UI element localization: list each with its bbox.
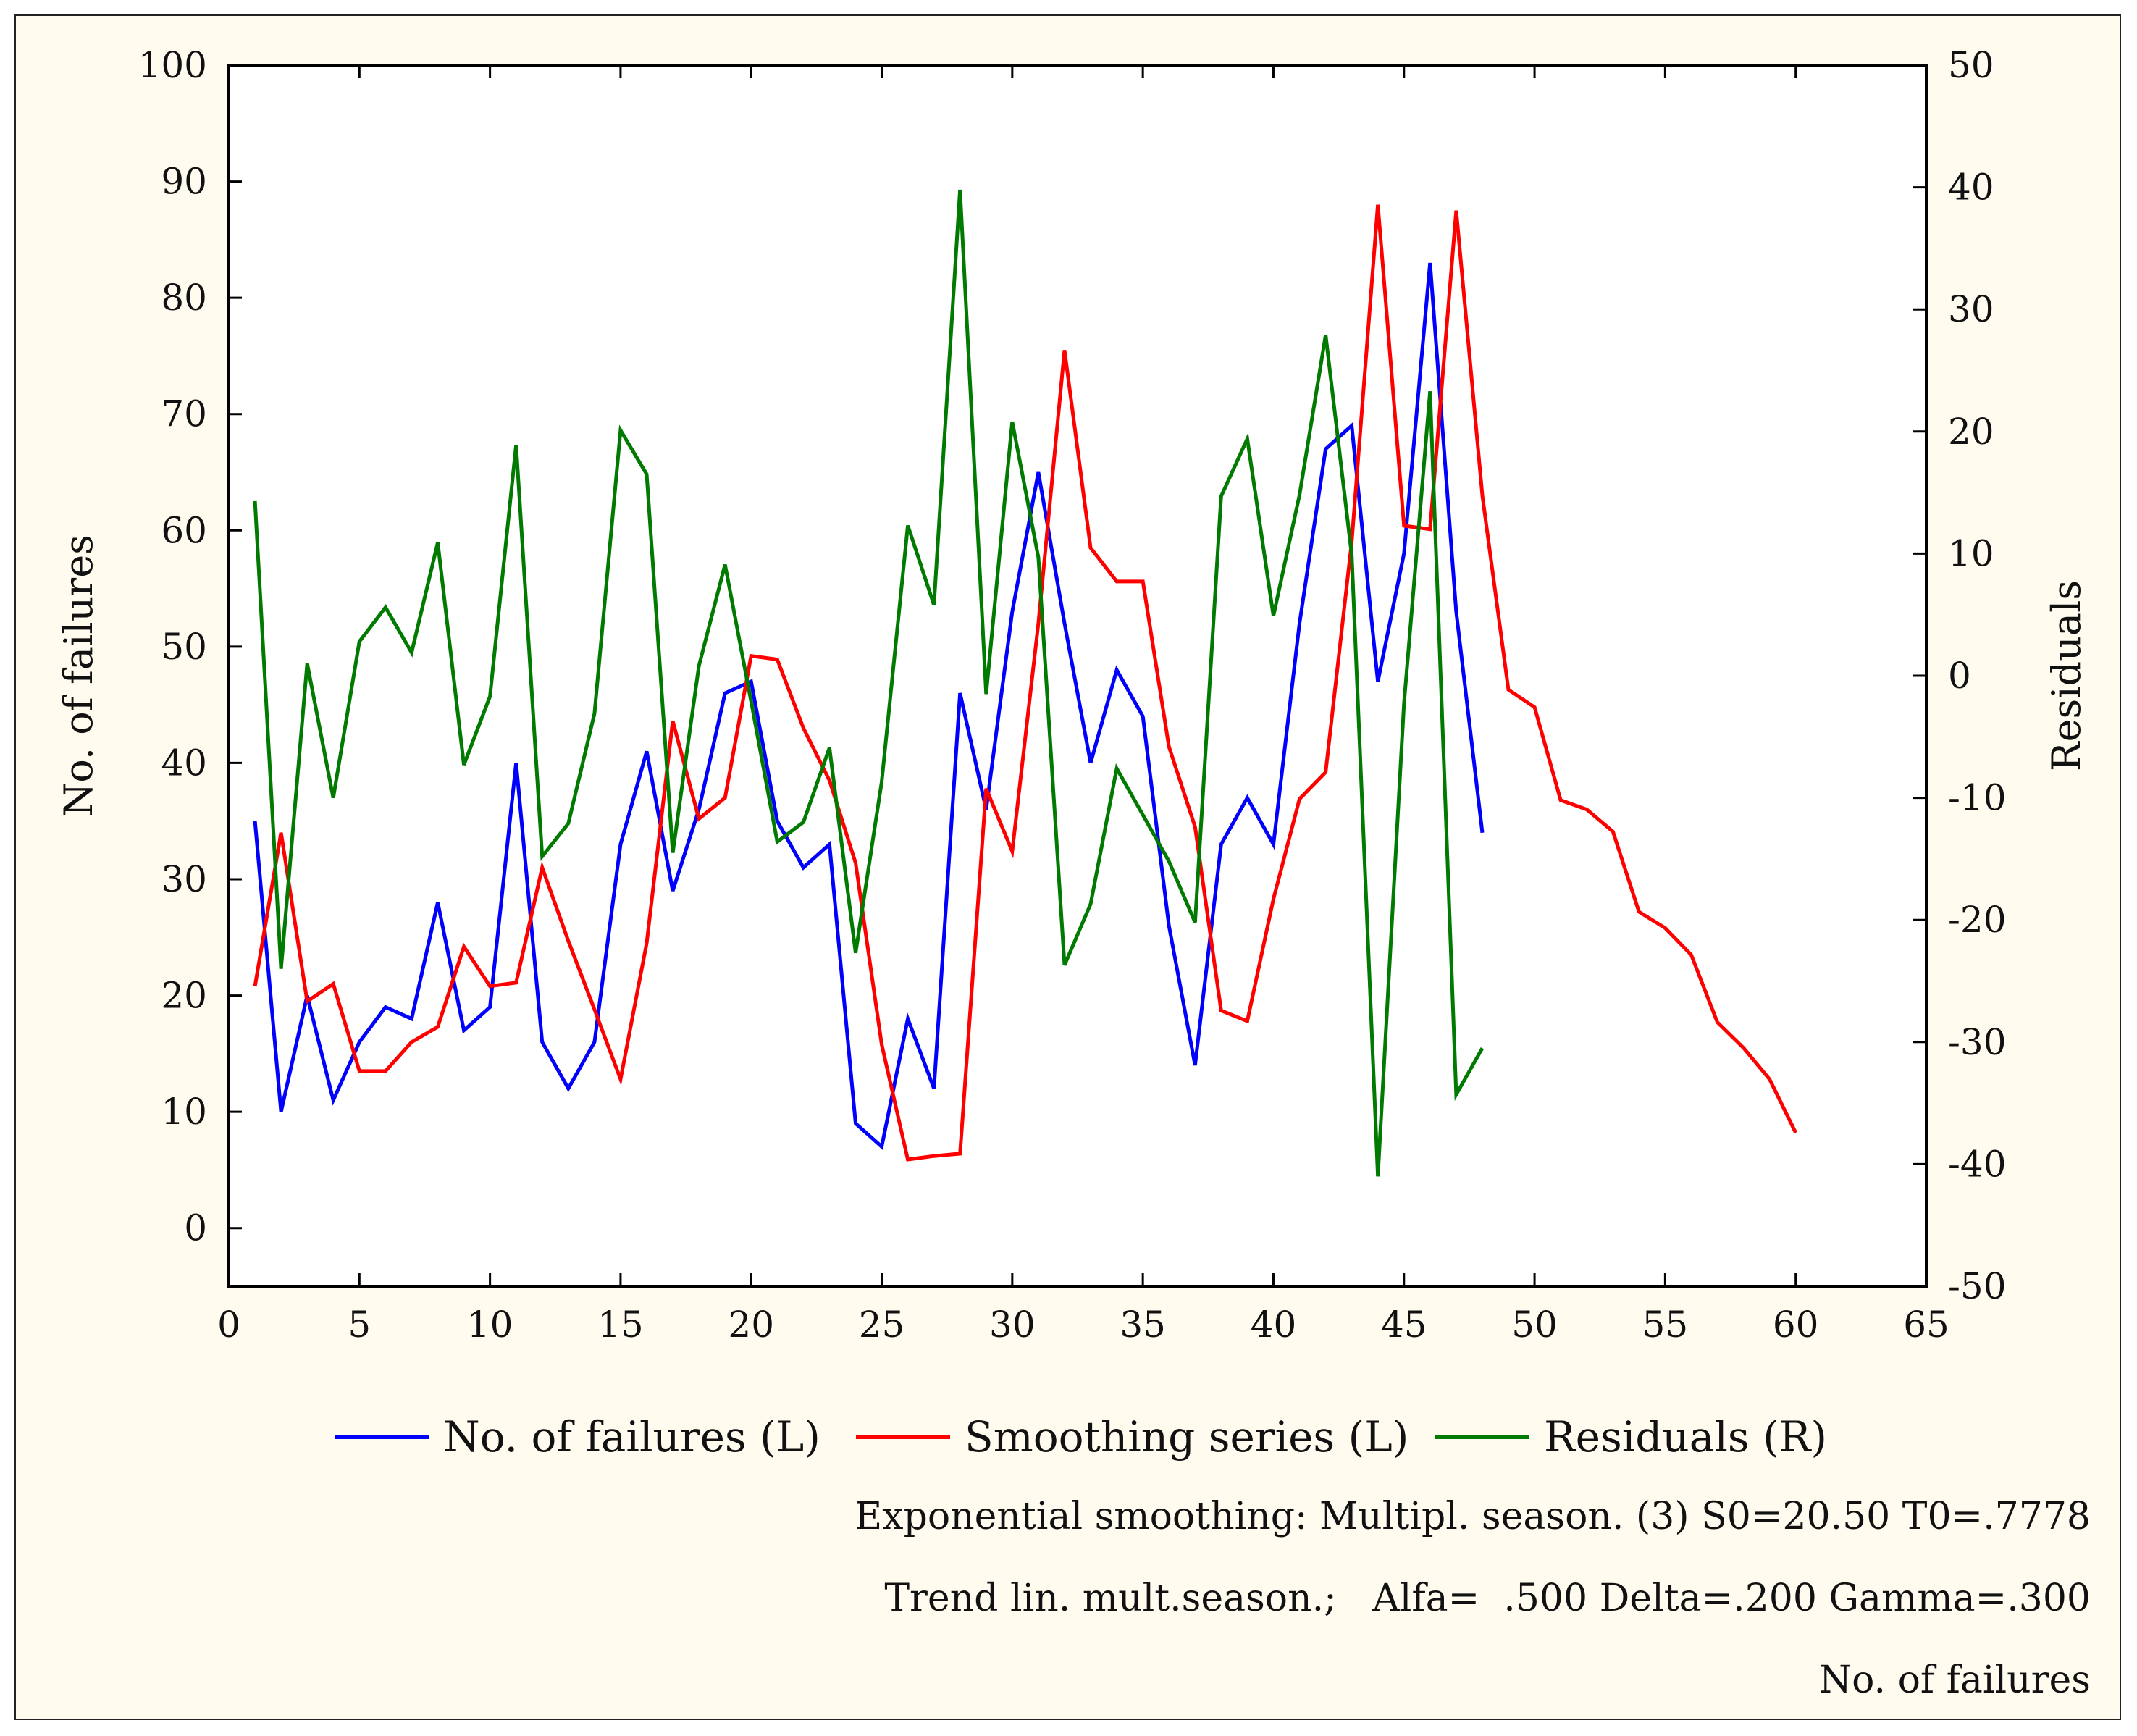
y-tick-label-right: -20 [1948,899,2007,941]
y-tick-label-left: 50 [161,626,207,668]
x-tick-label: 55 [1642,1304,1689,1346]
x-tick-label: 30 [989,1304,1036,1346]
y-tick-label-right: 30 [1948,288,1994,330]
x-tick-label: 25 [859,1304,905,1346]
y-axis-title-right: Residuals [2044,580,2089,771]
y-tick-label-right: -50 [1948,1265,2007,1307]
series-line-2 [253,204,1797,1162]
y-tick-label-left: 0 [184,1207,207,1249]
x-tick-label: 45 [1381,1304,1427,1346]
x-tick-label: 10 [467,1304,513,1346]
caption-variable: No. of failures [1818,1659,2091,1702]
x-tick-label: 15 [597,1304,644,1346]
x-tick-label: 50 [1511,1304,1558,1346]
y-tick-label-right: 50 [1948,44,1994,86]
y-tick-label-left: 30 [161,858,207,900]
legend-label-2: Smoothing series (L) [965,1412,1408,1462]
caption-method: Exponential smoothing: Multipl. season. … [855,1495,2091,1538]
y-tick-label-left: 100 [138,44,207,86]
y-tick-label-right: 20 [1948,411,1994,453]
x-tick-label: 20 [728,1304,774,1346]
x-tick-label: 40 [1251,1304,1297,1346]
y-tick-label-right: -40 [1948,1143,2007,1185]
y-axis-title-left: No. of failures [56,534,101,817]
x-tick-label: 35 [1120,1304,1166,1346]
y-tick-label-right: 0 [1948,655,1971,697]
legend-label-1: No. of failures (L) [443,1412,820,1462]
plot-area [227,64,1928,1288]
x-tick-label: 60 [1773,1304,1819,1346]
y-tick-label-left: 80 [161,277,207,319]
y-tick-label-left: 90 [161,161,207,203]
y-tick-label-left: 70 [161,393,207,435]
series-line-1 [253,262,1485,1151]
y-tick-label-left: 40 [161,742,207,784]
y-tick-label-left: 60 [161,509,207,551]
y-tick-label-right: -30 [1948,1021,2007,1063]
y-tick-label-right: 10 [1948,532,1994,574]
series-line-3 [253,189,1485,1177]
y-tick-label-right: 40 [1948,167,1994,209]
chart: 0 5 10 15 20 25 30 35 40 45 50 55 60 65 0 10 20 30 40 50 60 7… [56,44,2089,1462]
y-tick-label-left: 20 [161,975,207,1017]
legend-label-3: Residuals (R) [1544,1412,1827,1462]
x-tick-label: 0 [217,1304,240,1346]
y-tick-label-left: 10 [161,1091,207,1133]
y-tick-label-right: -10 [1948,777,2007,819]
x-tick-label: 65 [1903,1304,1949,1346]
caption-parameters: Trend lin. mult.season.; Alfa= .500 Delt… [884,1577,2091,1620]
x-tick-label: 5 [348,1304,371,1346]
figure-frame: 0 5 10 15 20 25 30 35 40 45 50 55 60 65 0 10 20 30 40 50 60 7… [14,14,2121,1720]
